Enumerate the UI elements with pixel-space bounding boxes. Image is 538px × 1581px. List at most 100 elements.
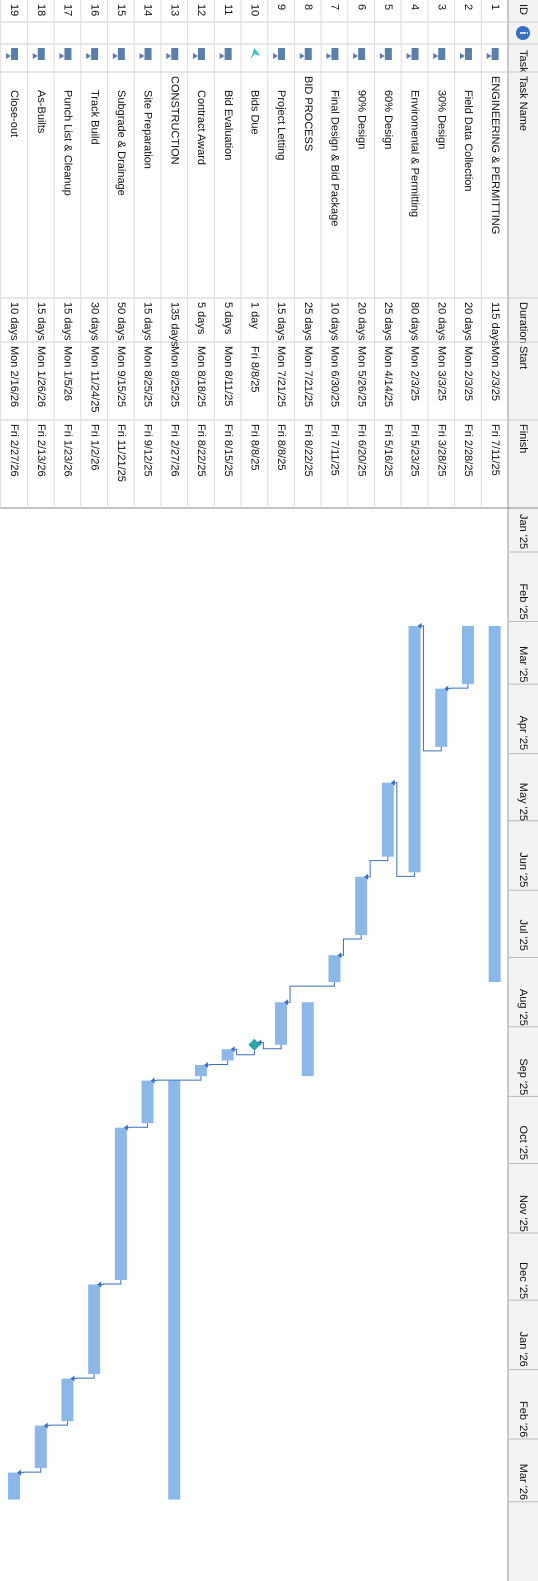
link [367,856,389,878]
task-bar [301,1002,314,1077]
mode-pin [459,53,465,59]
mode-icon [278,48,286,60]
task-name: Site Preparation [142,90,154,169]
task-id: 3 [435,4,447,10]
task-name: Final Design & Bid Package [329,90,341,226]
task-duration: 25 days [382,302,394,341]
task-finish: Fri 2/27/26 [8,424,20,477]
task-duration: 80 days [409,302,421,341]
header-bg [508,0,538,1581]
timescale-label: Sep '25 [517,1058,529,1095]
header-name: Task Name [517,76,529,131]
mode-pin [379,53,385,59]
mode-pin [326,53,332,59]
task-finish: Fri 7/11/25 [489,424,501,476]
task-finish: Fri 5/23/25 [409,424,421,477]
task-duration: 20 days [435,302,447,341]
task-duration: 25 days [302,302,314,341]
task-id: 16 [88,4,100,16]
link-arrow [70,1375,75,1382]
mode-icon [411,48,419,60]
task-name: 90% Design [355,90,367,149]
mode-icon [250,48,261,60]
link [153,1076,202,1082]
link-arrow [43,1422,48,1429]
task-finish: Fri 5/16/25 [382,424,394,477]
link-arrow [364,873,369,880]
task-start: Mon 4/14/25 [382,346,394,407]
mode-icon [491,48,499,60]
task-start: Mon 8/25/25 [168,346,180,407]
task-start: Mon 9/15/25 [115,346,127,407]
task-name: Punch List & Cleanup [62,90,74,196]
mode-icon [358,48,366,60]
task-bar [34,1425,47,1469]
mode-pin [166,53,172,59]
task-start: Mon 2/3/25 [409,346,421,401]
link-arrow [150,1077,155,1084]
task-bar [61,1378,74,1422]
mode-pin [139,53,145,59]
task-bar [461,625,474,685]
task-finish: Fri 9/12/25 [142,424,154,477]
task-finish: Fri 8/22/25 [195,424,207,477]
link-arrow [203,1061,208,1068]
task-name: Project Letting [275,90,287,160]
task-name: BID PROCESS [302,76,314,151]
task-id: 5 [382,4,394,10]
task-id: 4 [409,4,421,10]
mode-pin [273,53,279,59]
mode-icon [91,48,99,60]
task-start: Mon 2/3/25 [489,346,501,401]
task-name: 60% Design [382,90,394,149]
mode-pin [59,53,65,59]
link-arrow [123,1124,128,1131]
task-id: 9 [275,4,287,10]
timescale-label: May '25 [517,783,529,821]
task-id: 2 [462,4,474,10]
link-arrow [97,1281,102,1288]
task-start: Mon 11/24/25 [88,346,100,412]
timescale-label: Dec '25 [517,1262,529,1299]
timescale-label: Nov '25 [517,1195,529,1232]
task-finish: Fri 8/8/25 [248,424,260,470]
mode-icon [64,48,72,60]
task-bar [8,1472,21,1500]
task-duration: 5 days [222,302,234,335]
task-name: CONSTRUCTION [168,76,180,165]
link [340,935,362,956]
task-finish: Fri 8/15/25 [222,424,234,477]
task-start: Mon 1/26/26 [35,346,47,407]
link [100,1280,122,1285]
header-id: ID [517,4,529,15]
task-duration: 135 days [168,302,180,347]
mode-pin [192,53,198,59]
task-start: Mon 3/3/25 [435,346,447,401]
task-finish: Fri 2/28/25 [462,424,474,477]
timescale-label: Mar '25 [517,646,529,682]
task-bar [141,1080,154,1124]
task-id: 12 [195,4,207,16]
link [20,1468,42,1474]
task-finish: Fri 8/22/25 [302,424,314,477]
task-name: Enviromental & Permitting [409,90,421,217]
task-id: 6 [355,4,367,10]
task-name: Track Build [88,90,100,145]
task-duration: 15 days [142,302,154,341]
timescale-label: Jul '25 [517,919,529,950]
link [206,1060,229,1066]
task-id: 8 [302,4,314,10]
header-duration: Duration [517,302,529,344]
task-id: 1 [489,4,501,10]
task-finish: Fri 1/23/26 [62,424,74,477]
task-bar [221,1049,234,1061]
task-duration: 15 days [35,302,47,341]
header-start: Start [517,346,529,369]
info-glyph: i [517,31,529,34]
timescale-label: Aug '25 [517,989,529,1026]
task-start: Mon 5/26/25 [355,346,367,407]
timescale-label: Jun '25 [517,852,529,887]
header-finish: Finish [517,424,529,453]
task-bar [435,688,448,747]
